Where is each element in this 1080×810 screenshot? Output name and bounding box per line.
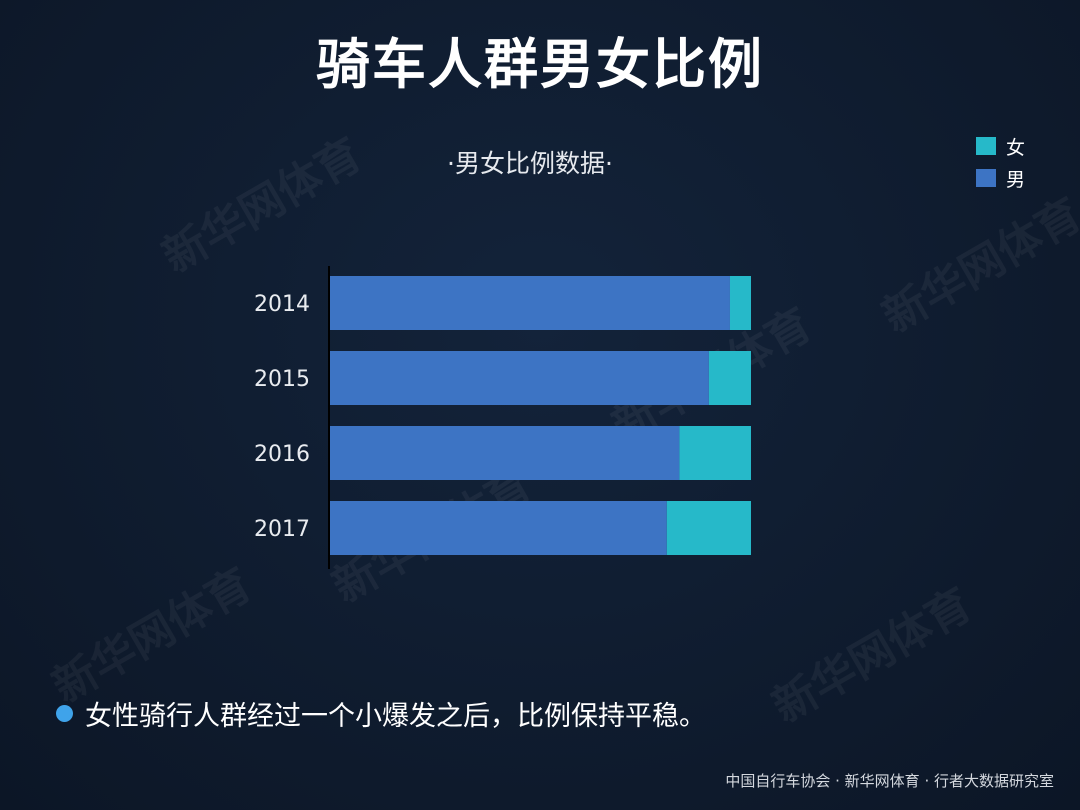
summary-note: 女性骑行人群经过一个小爆发之后，比例保持平稳。 [56,694,706,733]
y-tick-label-2014: 2014 [254,292,310,317]
legend-item-female: 女 [976,130,1025,162]
bar-female-2014 [729,276,751,330]
legend-swatch-female [976,137,996,155]
bar-male-2015 [330,351,709,405]
legend-swatch-male [976,169,996,187]
source-credit: 中国自行车协会 · 新华网体育 · 行者大数据研究室 [725,772,1054,790]
bar-female-2016 [679,426,751,480]
bar-male-2017 [330,501,667,555]
legend-label-male: 男 [1006,168,1026,191]
y-tick-label-2015: 2015 [254,367,310,392]
legend-item-male: 男 [976,162,1025,194]
page-title: 骑车人群男女比例 [316,33,764,96]
legend-label-female: 女 [1006,136,1026,159]
bar-male-2016 [330,426,680,480]
bar-female-2017 [666,501,751,555]
bar-male-2014 [330,276,730,330]
bullet-dot-icon [56,705,73,722]
chart-title: ·男女比例数据· [447,149,613,178]
y-tick-label-2017: 2017 [254,517,310,542]
chart-legend: 女 男 [976,130,1025,194]
bar-female-2015 [708,351,751,405]
summary-note-text: 女性骑行人群经过一个小爆发之后，比例保持平稳。 [85,701,706,732]
y-tick-label-2016: 2016 [254,442,310,467]
